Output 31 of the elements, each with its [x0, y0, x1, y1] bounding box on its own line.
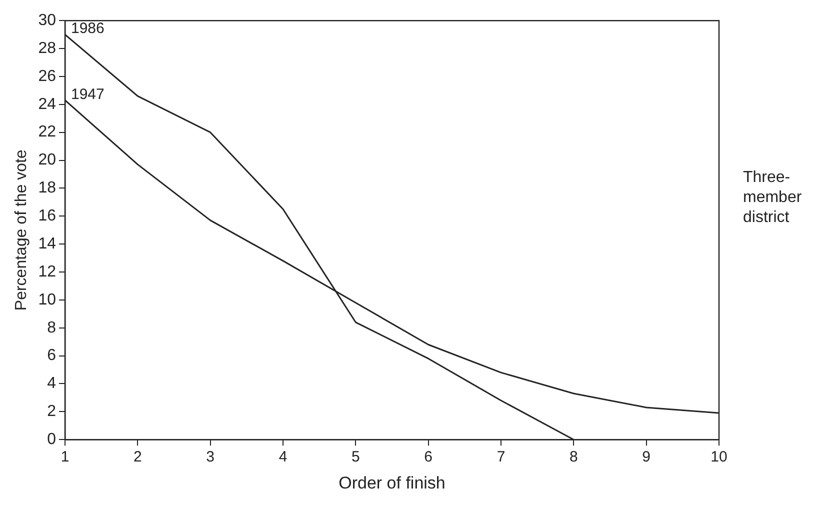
x-tick-label: 10	[710, 448, 728, 466]
x-tick-label: 5	[351, 448, 360, 466]
x-tick-label: 3	[206, 448, 215, 466]
series-label: 1986	[70, 20, 104, 38]
series-label: 1947	[70, 86, 104, 103]
x-tick-label: 8	[569, 448, 578, 466]
y-tick-label: 6	[47, 347, 56, 364]
y-tick-label: 24	[38, 96, 56, 113]
x-tick-label: 9	[642, 448, 651, 466]
x-tick-label: 7	[496, 448, 506, 466]
x-tick-label: 2	[133, 448, 142, 466]
y-tick-label: 22	[38, 124, 56, 141]
x-axis-title: Order of finish	[338, 473, 446, 492]
y-tick-label: 4	[47, 375, 56, 392]
y-tick-label: 16	[38, 208, 56, 225]
y-tick-label: 14	[38, 235, 56, 252]
y-tick-label: 30	[38, 12, 56, 30]
y-tick-label: 18	[38, 180, 56, 197]
x-tick-label: 6	[424, 448, 433, 466]
y-axis-title: Percentage of the vote	[13, 150, 30, 311]
y-tick-label: 26	[38, 68, 56, 85]
x-tick-label: 4	[278, 448, 288, 466]
y-tick-label: 0	[47, 431, 56, 448]
y-tick-label: 10	[38, 291, 56, 308]
y-tick-label: 8	[47, 319, 56, 336]
x-tick-label: 1	[60, 448, 70, 466]
y-tick-label: 20	[38, 152, 56, 169]
y-tick-label: 2	[47, 403, 56, 420]
y-tick-label: 28	[38, 40, 56, 57]
text: Three-member district	[743, 168, 803, 228]
y-tick-label: 12	[38, 263, 56, 280]
